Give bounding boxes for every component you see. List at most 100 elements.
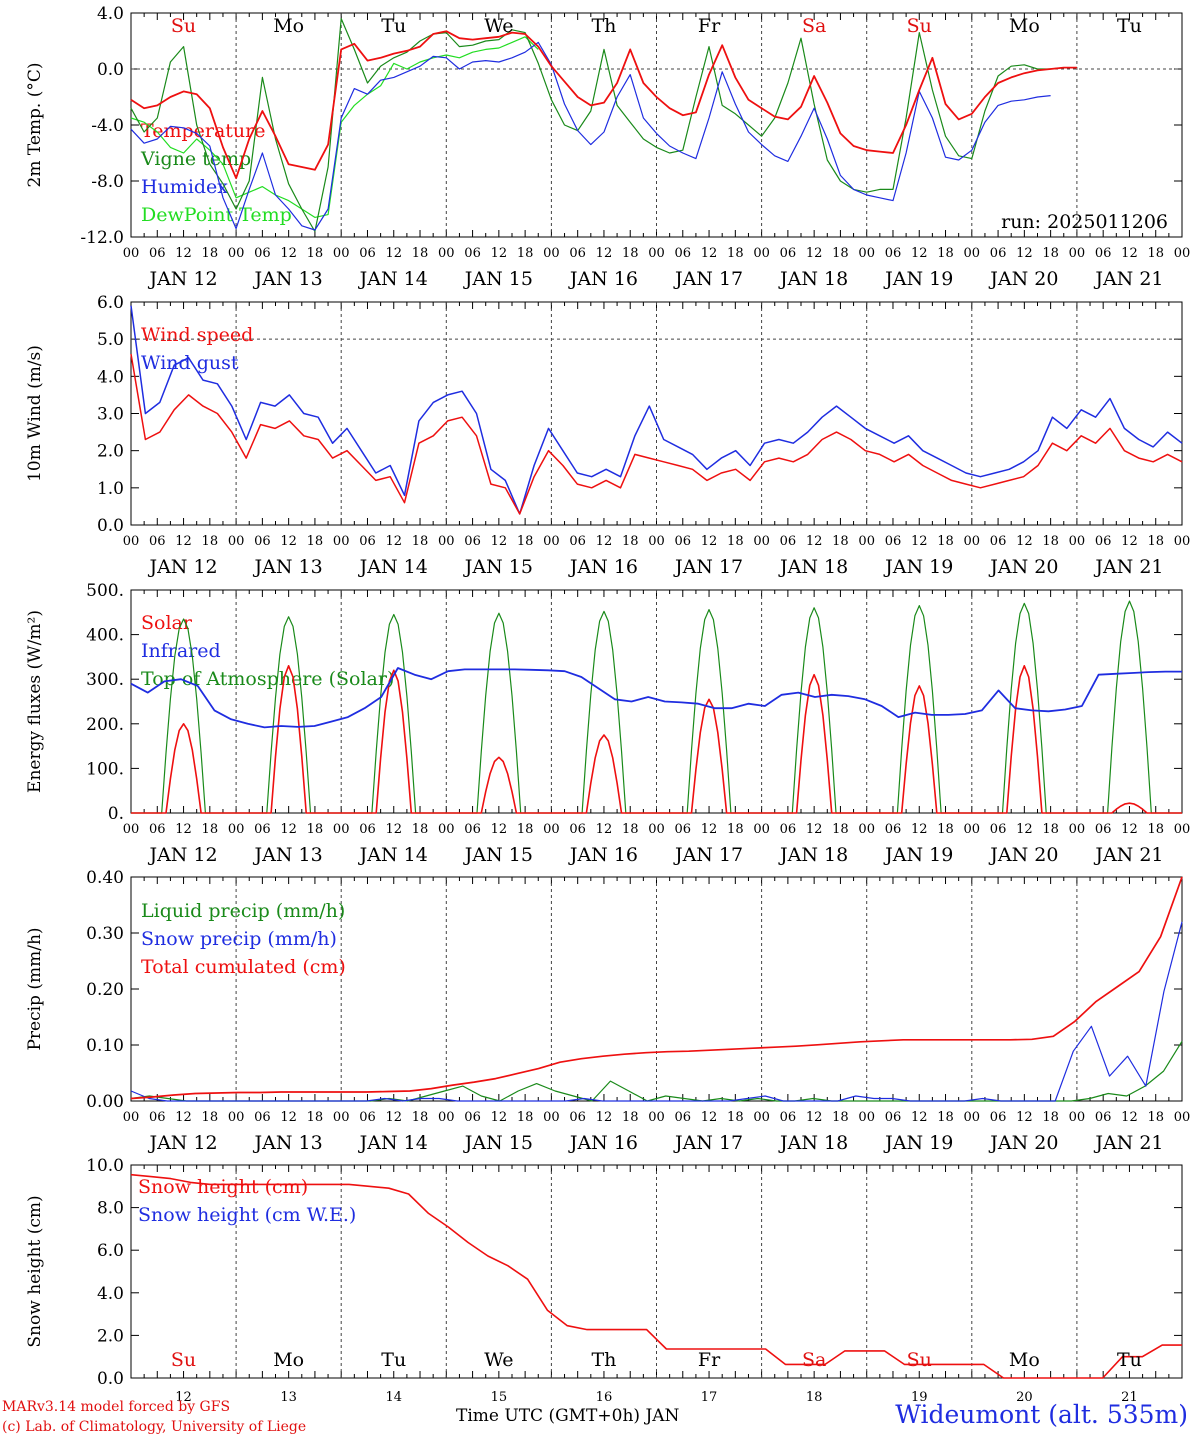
day-label: JAN 18 [778, 1132, 848, 1154]
hour-tick-label: 00 [228, 822, 245, 837]
hour-tick-label: 06 [1095, 534, 1112, 549]
series-line-humidex [130, 41, 1051, 231]
hour-tick-label: 18 [622, 534, 639, 549]
hour-tick-label: 06 [990, 246, 1007, 261]
y-tick-label: 3.0 [97, 405, 124, 425]
weekday-label: Sa [802, 15, 826, 37]
hour-tick-label: 06 [675, 534, 692, 549]
hour-tick-label: 18 [1042, 246, 1059, 261]
hour-tick-label: 06 [675, 246, 692, 261]
legend-label: Temperature [141, 120, 265, 142]
hour-tick-label: 06 [780, 1110, 797, 1125]
y-tick-label: 4.0 [97, 4, 124, 24]
hour-tick-label: 00 [1069, 822, 1086, 837]
weekday-label: Mo [1009, 1349, 1040, 1371]
hour-tick-label: 18 [307, 534, 324, 549]
day-label: JAN 12 [147, 556, 217, 578]
hour-tick-label: 12 [1016, 246, 1033, 261]
hour-tick-label: 18 [1042, 1110, 1059, 1125]
hour-tick-label: 18 [1147, 246, 1164, 261]
hour-tick-label: 12 [1016, 1110, 1033, 1125]
y-tick-label: 0.20 [86, 980, 124, 1000]
y-tick-label: 4.0 [97, 367, 124, 387]
hour-tick-label: 00 [543, 534, 560, 549]
weekday-label: Tu [1117, 1349, 1142, 1371]
y-tick-label: 0. [108, 804, 124, 824]
y-axis-label: 10m Wind (m/s) [25, 345, 45, 482]
plot-frame [130, 301, 1183, 526]
hour-tick-label: 06 [780, 534, 797, 549]
hour-tick-label: 00 [438, 822, 455, 837]
hour-tick-label: 00 [438, 246, 455, 261]
day-label: JAN 12 [147, 268, 217, 290]
hour-tick-label: 18 [412, 246, 429, 261]
day-number-label: 20 [1016, 1390, 1033, 1405]
hour-tick-label: 12 [911, 534, 928, 549]
hour-tick-label: 18 [307, 246, 324, 261]
y-tick-label: 0.40 [86, 868, 124, 888]
y-tick-label: 0.0 [97, 516, 124, 536]
hour-tick-label: 00 [228, 246, 245, 261]
legend-label: Snow precip (mm/h) [141, 928, 337, 950]
day-number-label: 18 [806, 1390, 823, 1405]
hour-tick-label: 00 [648, 822, 665, 837]
y-tick-label: 8.0 [97, 1199, 124, 1219]
y-axis-label: Snow height (cm) [25, 1195, 45, 1347]
hour-tick-label: 06 [359, 534, 376, 549]
hour-tick-label: 06 [990, 1110, 1007, 1125]
hour-tick-label: 06 [1095, 246, 1112, 261]
legend-label: Total cumulated (cm) [141, 956, 346, 978]
y-tick-label: 0.0 [97, 60, 124, 80]
hour-tick-label: 18 [1147, 1110, 1164, 1125]
hour-tick-label: 18 [517, 246, 534, 261]
legend-label: Solar [141, 612, 193, 634]
day-label: JAN 12 [147, 844, 217, 866]
day-label: JAN 14 [358, 844, 428, 866]
weekday-label: We [484, 1349, 513, 1371]
hour-tick-label: 18 [622, 822, 639, 837]
hour-tick-label: 18 [727, 246, 744, 261]
y-axis-label: Precip (mm/h) [25, 927, 45, 1050]
hour-tick-label: 06 [359, 246, 376, 261]
hour-tick-label: 00 [858, 1110, 875, 1125]
hour-tick-label: 18 [412, 822, 429, 837]
series-line-wind-gust [130, 305, 1183, 515]
hour-tick-label: 00 [123, 534, 140, 549]
hour-tick-label: 18 [517, 534, 534, 549]
y-tick-label: 0.10 [86, 1036, 124, 1056]
day-label: JAN 19 [883, 1132, 953, 1154]
hour-tick-label: 12 [806, 534, 823, 549]
hour-tick-label: 06 [254, 534, 271, 549]
hour-tick-label: 00 [123, 822, 140, 837]
hour-tick-label: 00 [648, 1110, 665, 1125]
weekday-label: Mo [1009, 15, 1040, 37]
day-label: JAN 17 [673, 268, 743, 290]
hour-tick-label: 00 [964, 1110, 981, 1125]
series-line-wind-speed [130, 353, 1183, 515]
day-label: JAN 21 [1093, 1132, 1163, 1154]
weekday-label: Sa [802, 1349, 826, 1371]
series-line-vigne-temp [130, 18, 1077, 232]
hour-tick-label: 06 [780, 246, 797, 261]
y-tick-label: 2.0 [97, 442, 124, 462]
hour-tick-label: 06 [569, 534, 586, 549]
legend-label: Snow height (cm W.E.) [138, 1204, 356, 1226]
hour-tick-label: 06 [885, 246, 902, 261]
day-label: JAN 15 [463, 1132, 533, 1154]
hour-tick-label: 12 [1121, 534, 1138, 549]
hour-tick-label: 12 [175, 534, 192, 549]
day-label: JAN 18 [778, 844, 848, 866]
hour-tick-label: 00 [123, 246, 140, 261]
y-tick-label: 200. [86, 715, 124, 735]
hour-tick-label: 18 [937, 822, 954, 837]
day-label: JAN 15 [463, 556, 533, 578]
day-number-label: 17 [701, 1390, 718, 1405]
day-label: JAN 13 [253, 268, 323, 290]
day-label: JAN 20 [988, 556, 1058, 578]
hour-tick-label: 18 [727, 822, 744, 837]
hour-tick-label: 12 [280, 534, 297, 549]
legend-label: Wind gust [141, 352, 239, 374]
day-label: JAN 18 [778, 556, 848, 578]
hour-tick-label: 12 [175, 1110, 192, 1125]
